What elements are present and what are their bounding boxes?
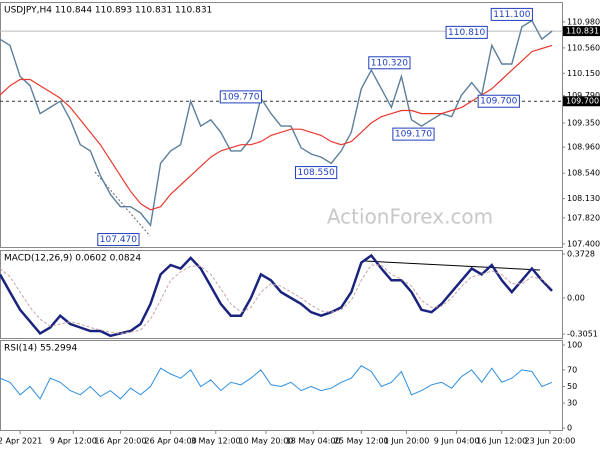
x-tick-label: 16 Jun 12:00 <box>476 437 527 446</box>
annotation-label: 110.320 <box>371 58 408 68</box>
annotation-box <box>392 127 435 141</box>
annotation-label: 109.170 <box>395 130 432 140</box>
series-line <box>0 44 553 211</box>
y-tick-label: 100 <box>567 340 582 349</box>
price-badge <box>563 26 600 37</box>
y-tick-label: 108.130 <box>567 194 600 203</box>
x-tick-label: 1 Jun 20:00 <box>384 437 430 446</box>
x-tick-label: 10 May 20:00 <box>239 437 294 446</box>
x-tick-label: 9 Jun 04:00 <box>434 437 480 446</box>
y-tick-label: 70 <box>567 365 577 374</box>
x-tick-label: 16 Apr 20:00 <box>94 437 146 446</box>
annotation-box <box>477 94 520 108</box>
annotation-box <box>295 166 338 180</box>
panel-title: MACD(12,26,9) 0.0602 0.0824 <box>4 254 141 264</box>
x-tick-label: 3 May 12:00 <box>191 437 241 446</box>
y-tick-label: 0.3728 <box>567 250 595 259</box>
y-tick-label: 30 <box>567 399 577 408</box>
price-badge-label: 110.831 <box>566 27 599 36</box>
y-tick-label: 107.820 <box>567 213 600 222</box>
annotation-box <box>97 233 140 247</box>
x-tick-label: 25 May 12:00 <box>334 437 389 446</box>
annotation-box <box>219 90 262 104</box>
rsi-panel <box>0 340 563 431</box>
annotation-box <box>445 25 488 39</box>
y-tick-label: 50 <box>567 382 577 391</box>
y-tick-label: -0.3051 <box>567 329 598 338</box>
panel-title: USDJPY,H4 110.844 110.893 110.831 110.83… <box>4 6 212 16</box>
x-tick-label: 2 Apr 2021 <box>0 437 42 446</box>
annotation-box <box>368 56 411 70</box>
x-tick-label: 18 May 04:00 <box>286 437 341 446</box>
annotation-label: 109.700 <box>480 97 517 107</box>
series-line <box>0 253 553 338</box>
y-tick-label: 0.00 <box>567 293 585 302</box>
y-tick-label: 110.150 <box>567 69 600 78</box>
annotation-label: 109.770 <box>222 92 259 102</box>
y-tick-label: 109.790 <box>567 91 600 100</box>
macd-panel <box>0 250 563 339</box>
y-tick-label: 110.980 <box>567 17 600 26</box>
y-tick-label: 107.400 <box>567 239 600 248</box>
panel-title: RSI(14) 55.2994 <box>4 344 77 354</box>
price-panel <box>0 2 563 248</box>
y-tick-label: 108.960 <box>567 143 600 152</box>
x-tick-label: 9 Apr 12:00 <box>50 437 97 446</box>
price-badge-label: 109.700 <box>566 97 599 106</box>
price-badge <box>563 96 600 107</box>
annotation-label: 108.550 <box>298 168 335 178</box>
annotation-label: 107.470 <box>100 235 137 245</box>
annotation-label: 110.810 <box>448 28 485 38</box>
x-tick-label: 23 Jun 20:00 <box>525 437 576 446</box>
watermark: ActionForex.com <box>327 205 493 229</box>
y-tick-label: 108.540 <box>567 169 600 178</box>
y-tick-label: 110.560 <box>567 43 600 52</box>
annotation-box <box>490 7 533 21</box>
series-line <box>0 264 553 334</box>
y-tick-label: 109.350 <box>567 118 600 127</box>
series-line <box>0 365 553 400</box>
series-line <box>0 19 553 227</box>
y-tick-label: 0 <box>567 424 572 433</box>
annotation-label: 111.100 <box>493 10 530 20</box>
x-tick-label: 26 Apr 04:00 <box>145 437 197 446</box>
trend-line <box>364 260 541 271</box>
